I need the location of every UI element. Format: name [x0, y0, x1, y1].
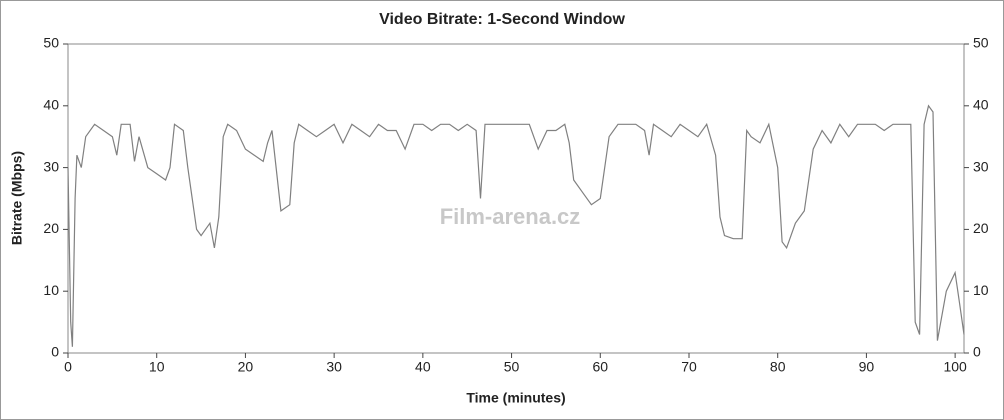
x-tick-label: 60: [592, 359, 608, 375]
x-tick-label: 0: [64, 359, 72, 375]
bitrate-line: [67, 104, 965, 347]
chart-title: Video Bitrate: 1-Second Window: [379, 11, 625, 28]
x-tick-label: 70: [681, 359, 697, 375]
x-tick-label: 40: [415, 359, 431, 375]
x-tick-label: 50: [504, 359, 520, 375]
x-tick-label: 30: [326, 359, 342, 375]
y-tick-label: 10: [43, 282, 59, 298]
y2-tick-label: 50: [973, 35, 989, 51]
x-tick-label: 100: [943, 359, 967, 375]
x-axis-label: Time (minutes): [466, 390, 565, 406]
x-tick-label: 10: [149, 359, 165, 375]
x-tick-label: 90: [859, 359, 875, 375]
x-tick-label: 20: [238, 359, 254, 375]
y2-tick-label: 0: [973, 344, 981, 360]
plot-area: [67, 43, 965, 354]
y-axis-label: Bitrate (Mbps): [9, 151, 25, 245]
watermark: Film-arena.cz: [440, 204, 581, 229]
y-tick-label: 20: [43, 220, 59, 236]
y2-tick-label: 10: [973, 282, 989, 298]
y2-tick-label: 30: [973, 158, 989, 174]
y-tick-label: 30: [43, 158, 59, 174]
y-tick-label: 40: [43, 97, 59, 113]
y2-tick-label: 20: [973, 220, 989, 236]
x-tick-label: 80: [770, 359, 786, 375]
y2-tick-label: 40: [973, 97, 989, 113]
y-tick-label: 50: [43, 35, 59, 51]
y-tick-label: 0: [51, 344, 59, 360]
